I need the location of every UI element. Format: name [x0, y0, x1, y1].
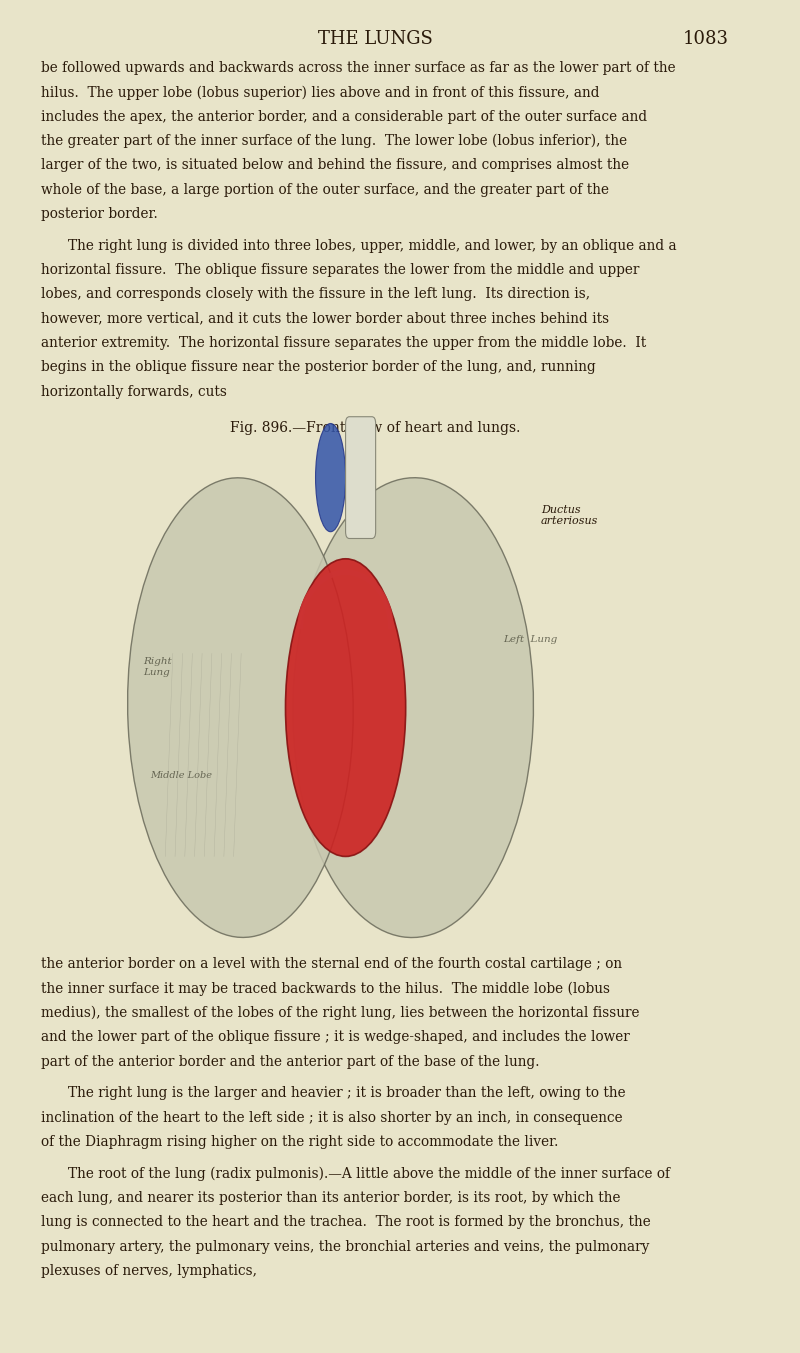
Text: hilus.  The upper lobe (lobus superior) lies above and in front of this fissure,: hilus. The upper lobe (lobus superior) l… — [42, 85, 600, 100]
Text: of the Diaphragm rising higher on the right side to accommodate the liver.: of the Diaphragm rising higher on the ri… — [42, 1135, 558, 1149]
Text: pulmonary artery, the pulmonary veins, the bronchial arteries and veins, the pul: pulmonary artery, the pulmonary veins, t… — [42, 1239, 650, 1254]
Text: 1083: 1083 — [682, 30, 729, 47]
Text: horizontally forwards, cuts: horizontally forwards, cuts — [42, 384, 227, 399]
Ellipse shape — [286, 559, 406, 856]
Text: each lung, and nearer its posterior than its anterior border, is its root, by wh: each lung, and nearer its posterior than… — [42, 1191, 621, 1206]
Text: Fig. 896.—Front view of heart and lungs.: Fig. 896.—Front view of heart and lungs. — [230, 421, 521, 436]
Text: The root of the lung (radix pulmonis).—A little above the middle of the inner su: The root of the lung (radix pulmonis).—A… — [68, 1166, 670, 1181]
Text: Right
Lung: Right Lung — [142, 658, 171, 676]
Text: inclination of the heart to the left side ; it is also shorter by an inch, in co: inclination of the heart to the left sid… — [42, 1111, 623, 1124]
Text: the anterior border on a level with the sternal end of the fourth costal cartila: the anterior border on a level with the … — [42, 957, 622, 971]
Text: posterior border.: posterior border. — [42, 207, 158, 221]
Text: horizontal fissure.  The oblique fissure separates the lower from the middle and: horizontal fissure. The oblique fissure … — [42, 262, 640, 277]
Text: the greater part of the inner surface of the lung.  The lower lobe (lobus inferi: the greater part of the inner surface of… — [42, 134, 627, 149]
Text: lung is connected to the heart and the trachea.  The root is formed by the bronc: lung is connected to the heart and the t… — [42, 1215, 651, 1230]
Text: however, more vertical, and it cuts the lower border about three inches behind i: however, more vertical, and it cuts the … — [42, 311, 610, 326]
Text: THE LUNGS: THE LUNGS — [318, 30, 433, 47]
Text: Ductus
arteriosus: Ductus arteriosus — [541, 505, 598, 526]
Text: plexuses of nerves, lymphatics,: plexuses of nerves, lymphatics, — [42, 1264, 258, 1279]
Text: begins in the oblique fissure near the posterior border of the lung, and, runnin: begins in the oblique fissure near the p… — [42, 360, 596, 375]
Ellipse shape — [315, 423, 346, 532]
Ellipse shape — [127, 478, 354, 938]
Text: Left  Lung: Left Lung — [503, 636, 558, 644]
Text: larger of the two, is situated below and behind the fissure, and comprises almos: larger of the two, is situated below and… — [42, 158, 630, 172]
Text: medius), the smallest of the lobes of the right lung, lies between the horizonta: medius), the smallest of the lobes of th… — [42, 1005, 640, 1020]
Text: anterior extremity.  The horizontal fissure separates the upper from the middle : anterior extremity. The horizontal fissu… — [42, 336, 646, 350]
Text: and the lower part of the oblique fissure ; it is wedge-shaped, and includes the: and the lower part of the oblique fissur… — [42, 1030, 630, 1045]
Text: The right lung is divided into three lobes, upper, middle, and lower, by an obli: The right lung is divided into three lob… — [68, 238, 676, 253]
Text: the inner surface it may be traced backwards to the hilus.  The middle lobe (lob: the inner surface it may be traced backw… — [42, 981, 610, 996]
Text: The right lung is the larger and heavier ; it is broader than the left, owing to: The right lung is the larger and heavier… — [68, 1086, 626, 1100]
Ellipse shape — [293, 478, 534, 938]
Text: whole of the base, a large portion of the outer surface, and the greater part of: whole of the base, a large portion of th… — [42, 183, 610, 196]
Text: be followed upwards and backwards across the inner surface as far as the lower p: be followed upwards and backwards across… — [42, 61, 676, 74]
Text: includes the apex, the anterior border, and a considerable part of the outer sur: includes the apex, the anterior border, … — [42, 110, 647, 123]
Text: Middle Lobe: Middle Lobe — [150, 771, 212, 779]
Text: part of the anterior border and the anterior part of the base of the lung.: part of the anterior border and the ante… — [42, 1054, 540, 1069]
FancyBboxPatch shape — [346, 417, 376, 538]
Text: lobes, and corresponds closely with the fissure in the left lung.  Its direction: lobes, and corresponds closely with the … — [42, 287, 590, 302]
